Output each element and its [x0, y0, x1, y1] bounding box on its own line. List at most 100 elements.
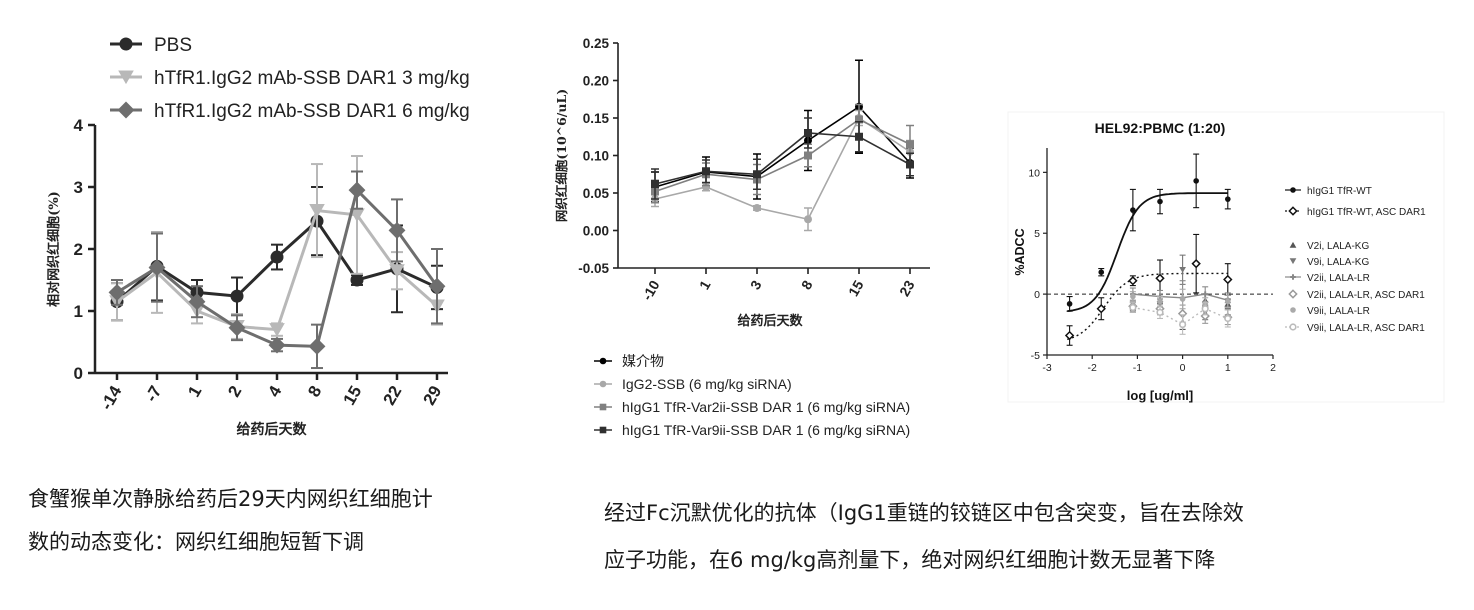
- legend-marker: [1289, 241, 1297, 248]
- data-point: [188, 293, 206, 311]
- y-tick-label: 0.05: [583, 186, 610, 201]
- legend-label: hIgG1 TfR-Var9ii-SSB DAR 1 (6 mg/kg siRN…: [622, 422, 910, 438]
- x-tick-label: 3: [747, 277, 765, 292]
- data-point: [1223, 274, 1233, 285]
- data-point: [1193, 178, 1199, 184]
- right-caption: 经过Fc沉默优化的抗体（IgG1重链的铰链区中包含突变，旨在去除效 应子功能，在…: [604, 490, 1244, 584]
- data-point: [230, 289, 244, 303]
- data-point: [268, 336, 286, 354]
- x-axis-title: log [ug/ml]: [1127, 388, 1193, 403]
- x-tick-label: 4: [264, 382, 285, 400]
- data-point: [1201, 305, 1209, 313]
- data-point: [702, 167, 710, 176]
- legend-marker: [599, 357, 607, 365]
- data-point: [269, 323, 285, 337]
- y-tick-label: 3: [74, 178, 83, 197]
- y-tick-label: 0: [74, 364, 83, 383]
- y-tick-label: -5: [1031, 350, 1040, 362]
- series-line: [654, 118, 911, 193]
- x-tick-label: 1: [696, 277, 714, 292]
- data-point: [428, 277, 446, 295]
- legend-marker: [1289, 323, 1297, 331]
- data-point: [1191, 258, 1201, 269]
- legend-label: V2i, LALA-KG: [1307, 241, 1369, 252]
- chart-adcc-hel92: HEL92:PBMC (1:20) -5 0 5 10 -3 -2 -1 0 1 2 log [ug/…: [1007, 111, 1445, 403]
- legend-label: 媒介物: [622, 354, 664, 370]
- legend: PBS hTfR1.IgG2 mAb-SSB DAR1 3 mg/kg hTfR1.…: [110, 35, 470, 122]
- y-tick-label: 0.20: [583, 74, 609, 89]
- data-point: [1157, 298, 1163, 305]
- data-point: [1178, 320, 1187, 329]
- x-tick-label: -3: [1042, 362, 1051, 374]
- y-tick-label: 4: [74, 116, 84, 135]
- data-point: [855, 132, 863, 141]
- data-point: [108, 283, 126, 301]
- y-tick-label: 0.10: [583, 149, 609, 164]
- x-tick-label: 2: [224, 383, 245, 401]
- data-point: [350, 273, 364, 287]
- series-1: [110, 186, 444, 322]
- legend-label: hIgG1 TfR-Var2ii-SSB DAR 1 (6 mg/kg siRN…: [622, 399, 910, 415]
- legend-label: V2ii, LALA-LR, ASC DAR1: [1307, 290, 1425, 301]
- y-tick-label: 0.15: [583, 111, 610, 126]
- x-axis-title: 给药后天数: [237, 421, 308, 438]
- legend: 媒介物 IgG2-SSB (6 mg/kg siRNA) hIgG1 TfR-Var…: [594, 354, 910, 438]
- data-point: [1225, 196, 1231, 202]
- x-tick-label: 23: [896, 277, 918, 299]
- data-point: [1225, 298, 1231, 305]
- data-point: [148, 259, 166, 277]
- data-point: [651, 180, 659, 188]
- legend-marker: [1290, 307, 1296, 313]
- chart-panel: [1007, 111, 1445, 403]
- series-1: [1066, 153, 1231, 312]
- data-point: [348, 181, 366, 199]
- legend-marker: [119, 37, 133, 51]
- data-point: [804, 129, 812, 137]
- y-tick-label: -0.05: [578, 261, 609, 276]
- data-point: [1157, 198, 1163, 205]
- legend: hIgG1 TfR-WT hIgG1 TfR-WT, ASC DAR1 V2i, L…: [1285, 186, 1426, 334]
- series-line: [654, 105, 911, 188]
- data-point: [1155, 273, 1165, 283]
- data-point: [1066, 301, 1073, 307]
- data-point: [1096, 304, 1106, 314]
- legend-label: V2ii, LALA-LR: [1307, 273, 1370, 284]
- left-caption-line1: 食蟹猴单次静脉给药后29天内网织红细胞计: [28, 487, 433, 511]
- y-axis-title: 网织红细胞(10^6/uL): [554, 89, 569, 222]
- legend-label: V9i, LALA-KG: [1307, 257, 1369, 268]
- x-tick-label: -2: [1088, 362, 1097, 374]
- data-point: [308, 337, 326, 355]
- data-point: [753, 170, 761, 179]
- legend-label: V9ii, LALA-LR: [1307, 306, 1370, 317]
- legend-marker: [599, 380, 607, 388]
- data-point: [1064, 330, 1075, 341]
- y-tick-label: 10: [1028, 167, 1040, 179]
- series-1: [651, 59, 914, 203]
- data-point: [1179, 266, 1186, 273]
- chart-absolute-reticulocytes: -0.05 0.00 0.05 0.10 0.15 0.20 0.25 -10 1 3 8 15 23 给…: [554, 36, 930, 438]
- data-point: [804, 215, 812, 224]
- y-axis-title: 相对网织红细胞(%): [46, 191, 62, 307]
- legend-marker: [599, 403, 607, 411]
- data-point: [1098, 269, 1105, 276]
- legend-label: hTfR1.IgG2 mAb-SSB DAR1 3 mg/kg: [154, 68, 470, 89]
- x-tick-label: 1: [184, 383, 205, 401]
- x-tick-label: -1: [1133, 362, 1142, 374]
- series-8: [1129, 302, 1232, 335]
- legend-marker: [1288, 289, 1298, 299]
- x-tick-label: -7: [141, 383, 165, 406]
- data-point: [1128, 276, 1138, 286]
- data-point: [753, 204, 761, 212]
- right-caption-line2: 应子功能，在6 mg/kg高剂量下，绝对网织红细胞计数无显著下降: [604, 548, 1216, 572]
- legend-label: V9ii, LALA-LR, ASC DAR1: [1307, 323, 1425, 334]
- data-point: [228, 319, 246, 337]
- chart-relative-reticulocytes: 0 1 2 3 4 -14 -7 1 2 4 8 15 22 29 给药后天数 相对网织红细胞(%) PBS hT…: [46, 35, 470, 438]
- legend-marker: [599, 426, 607, 434]
- y-tick-label: 0.00: [583, 224, 609, 239]
- legend-label: IgG2-SSB (6 mg/kg siRNA): [622, 376, 792, 392]
- legend-marker: [1288, 206, 1298, 216]
- x-tick-label: 15: [340, 383, 366, 409]
- data-point: [906, 140, 914, 149]
- data-point: [855, 115, 863, 124]
